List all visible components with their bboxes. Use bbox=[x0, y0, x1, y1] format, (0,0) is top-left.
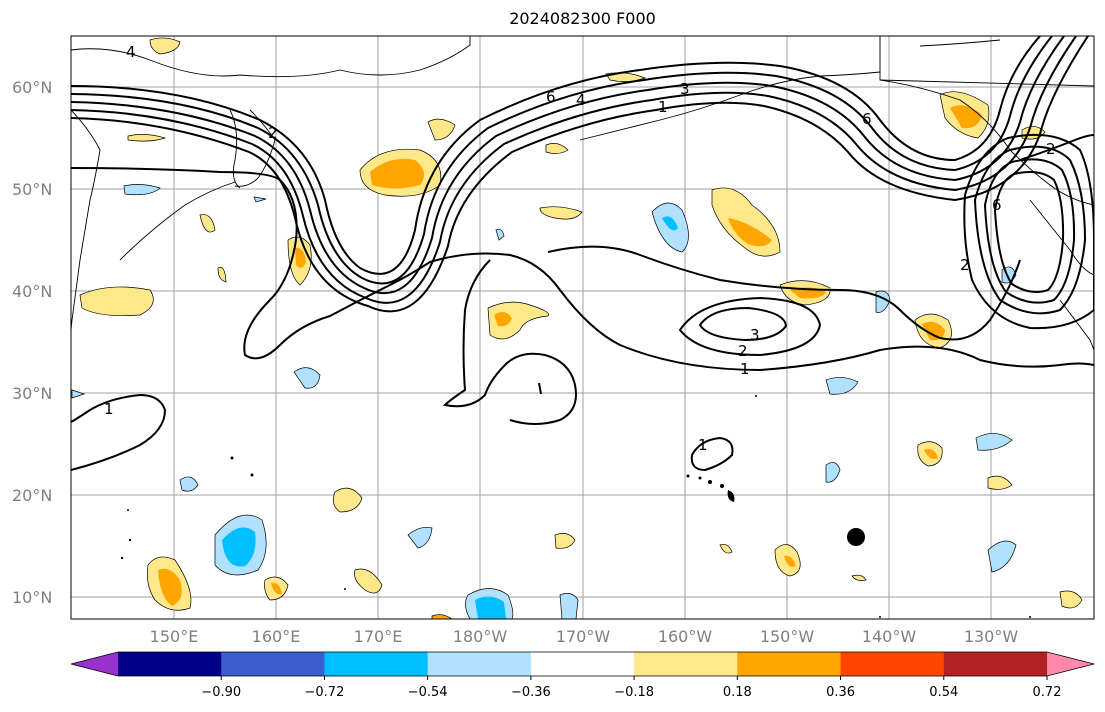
colorbar-tick-label: 0.72 bbox=[1033, 685, 1062, 700]
contour-lines bbox=[71, 36, 1094, 472]
lon-label: 170°E bbox=[354, 627, 403, 646]
lat-label: 60°N bbox=[12, 78, 52, 97]
contour-label: 2 bbox=[1046, 140, 1056, 158]
lat-label: 40°N bbox=[12, 282, 52, 301]
lon-label: 130°W bbox=[964, 627, 1019, 646]
contour-label: 1 bbox=[740, 360, 750, 378]
lon-label: 140°W bbox=[862, 627, 917, 646]
contour-label: 1 bbox=[698, 436, 708, 454]
colorbar-tick-label: 0.18 bbox=[723, 685, 752, 700]
contour-label: 2 bbox=[738, 342, 748, 360]
colorbar: −0.90 −0.72 −0.54 −0.36 −0.18 0.18 0.36 0.54 0.7… bbox=[70, 651, 1095, 700]
colorbar-cell bbox=[118, 652, 222, 676]
colorbar-tick-label: 0.54 bbox=[929, 685, 958, 700]
colorbar-outline bbox=[70, 651, 1095, 677]
contour-label: 6 bbox=[546, 88, 556, 106]
map-title: 2024082300 F000 bbox=[509, 9, 656, 28]
colorbar-cell bbox=[427, 652, 532, 676]
colorbar-tick-label: −0.90 bbox=[201, 685, 241, 700]
lat-label: 50°N bbox=[12, 180, 52, 199]
colorbar-tick-label: −0.36 bbox=[511, 685, 551, 700]
colorbar-tick-label: 0.36 bbox=[826, 685, 855, 700]
lon-label: 160°E bbox=[252, 627, 301, 646]
contour-label: 6 bbox=[862, 110, 872, 128]
contour-label: 6 bbox=[992, 196, 1002, 214]
colorbar-cell bbox=[530, 652, 635, 676]
islands bbox=[120, 395, 1031, 618]
lat-label: 20°N bbox=[12, 486, 52, 505]
contour-label: 2 bbox=[960, 256, 970, 274]
map-frame bbox=[70, 35, 1095, 620]
colorbar-cell bbox=[221, 652, 325, 676]
colorbar-cell bbox=[634, 652, 738, 676]
colorbar-cell bbox=[324, 652, 429, 676]
contour-label: 3 bbox=[680, 80, 690, 98]
longitude-labels: 150°E 160°E 170°E 180°W 170°W 160°W 150°… bbox=[150, 627, 1019, 646]
colorbar-cells bbox=[118, 652, 1048, 676]
contour-label: 3 bbox=[750, 326, 760, 344]
colorbar-cell bbox=[840, 652, 945, 676]
lon-label: 150°W bbox=[760, 627, 815, 646]
lat-label: 30°N bbox=[12, 384, 52, 403]
lon-label: 170°W bbox=[556, 627, 611, 646]
contour-label: 4 bbox=[576, 91, 586, 109]
lon-label: 180°W bbox=[453, 627, 508, 646]
contour-label: 1 bbox=[104, 400, 114, 418]
colorbar-tick-label: −0.18 bbox=[614, 685, 654, 700]
colorbar-min-extension bbox=[71, 652, 118, 676]
contour-label: 1 bbox=[658, 98, 668, 116]
colorbar-ticks: −0.90 −0.72 −0.54 −0.36 −0.18 0.18 0.36 0.54 0.7… bbox=[201, 676, 1062, 700]
colorbar-tick-label: −0.54 bbox=[408, 685, 448, 700]
contour-label: 2 bbox=[268, 124, 278, 142]
lon-label: 160°W bbox=[658, 627, 713, 646]
latitude-labels: 60°N 50°N 40°N 30°N 20°N 10°N bbox=[12, 78, 52, 607]
contour-label-group: 4 2 6 4 1 3 6 2 6 2 2 3 1 1 1 bbox=[104, 43, 1056, 454]
lon-label: 150°E bbox=[150, 627, 199, 646]
colorbar-cell bbox=[943, 652, 1048, 676]
lat-label: 10°N bbox=[12, 588, 52, 607]
colorbar-cell bbox=[737, 652, 842, 676]
colorbar-max-extension bbox=[1047, 652, 1094, 676]
colorbar-tick-label: −0.72 bbox=[305, 685, 345, 700]
storm-marker bbox=[847, 528, 865, 546]
contour-label: 4 bbox=[126, 43, 136, 61]
